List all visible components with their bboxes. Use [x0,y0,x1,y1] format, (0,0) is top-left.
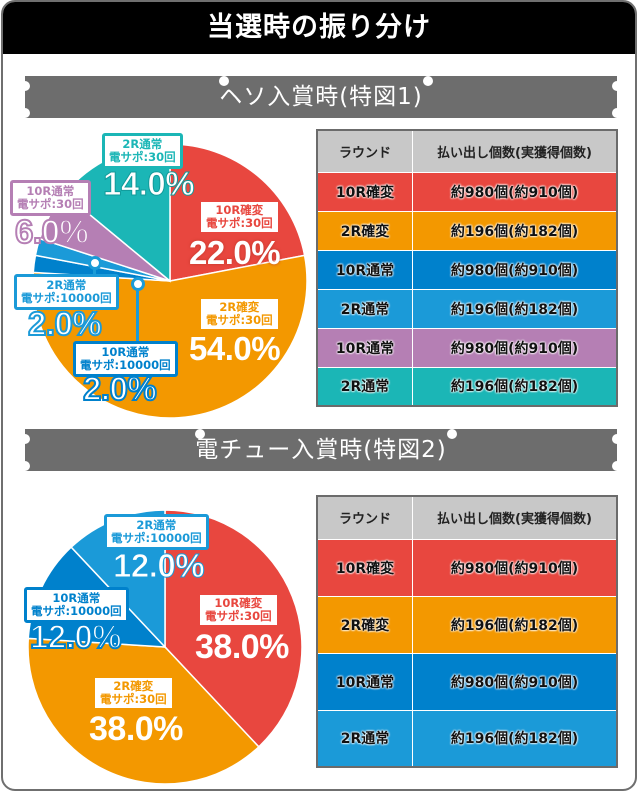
table-row: 10R通常 約980個(約910個) [316,249,618,290]
cell-round: 10R通常 [316,652,413,711]
cell-payout: 約196個(約182個) [412,210,618,251]
banner-notch [612,108,622,118]
section-title-denchu: 電チュー入賞時(特図2) [195,437,447,463]
slice-pct-10r-kakuhen-2: 38.0% [195,628,289,666]
table-row: 2R通常 約196個(約182個) [316,709,618,768]
col-header-payout: 払い出し個数(実獲得個数) [412,129,618,173]
cell-round: 10R確変 [316,171,413,212]
cell-round: 2R確変 [316,210,413,251]
table-row: 2R通常 約196個(約182個) [316,288,618,329]
leader-line [93,264,96,277]
slice-label-10r-tsujo-10000-2: 10R通常 電サポ:10000回 [24,587,129,623]
banner-notch [20,434,30,444]
slice-pct-2r-tsujo-30: 14.0% [102,165,195,203]
slice-pct-10r-tsujo-10000: 2.0% [82,369,158,408]
slice-label-2r-tsujo-10000-2: 2R通常 電サポ:10000回 [104,514,209,550]
section-banner-heso: ヘソ入賞時(特図1) [25,76,617,118]
slice-pct-10r-tsujo-30: 6.0% [14,212,90,251]
col-header-payout: 払い出し個数(実獲得個数) [412,495,618,540]
slice-label-10r-kakuhen-2: 10R確変 電サポ:30回 [200,595,277,625]
cell-payout: 約980個(約910個) [412,652,618,711]
banner-notch [20,108,30,118]
slice-label-10r-tsujo-10000: 10R通常 電サポ:10000回 [73,341,178,377]
cell-payout: 約196個(約182個) [412,709,618,768]
table-row: 10R確変 約980個(約910個) [316,171,618,212]
cell-payout: 約980個(約910個) [412,538,618,597]
cell-payout: 約196個(約182個) [412,366,618,407]
leader-line [136,285,139,345]
table-row: 2R確変 約196個(約182個) [316,595,618,654]
cell-round: 2R通常 [316,366,413,407]
slice-label-2r-tsujo-30: 2R通常 電サポ:30回 [102,133,183,169]
slice-pct-2r-tsujo-10000: 2.0% [27,304,103,343]
table-row: 10R通常 約980個(約910個) [316,652,618,711]
slice-pct-10r-kakuhen: 22.0% [189,234,281,271]
table-row: 2R確変 約196個(約182個) [316,210,618,251]
section-banner-denchu: 電チュー入賞時(特図2) [25,429,617,471]
cell-payout: 約980個(約910個) [412,327,618,368]
cell-round: 10R通常 [316,327,413,368]
slice-pct-2r-kakuhen-2: 38.0% [89,710,183,748]
banner-notch [20,81,30,91]
cell-payout: 約196個(約182個) [412,595,618,654]
col-header-round: ラウンド [316,129,413,173]
cell-round: 10R確変 [316,538,413,597]
banner-notch [612,434,622,444]
slice-label-2r-kakuhen: 2R確変 電サポ:30回 [201,299,278,329]
cell-round: 2R通常 [316,288,413,329]
page-title: 当選時の振り分け [3,2,635,54]
banner-notch [20,461,30,471]
pie-slice [27,637,260,785]
cell-payout: 約980個(約910個) [412,171,618,212]
section-title-heso: ヘソ入賞時(特図1) [219,84,423,110]
payout-table-heso: ラウンド 払い出し個数(実獲得個数) 10R確変 約980個(約910個) 2R確変… [316,129,618,407]
table-body: 10R確変 約980個(約910個) 2R確変 約196個(約182個) 10R通常 約9… [316,171,618,407]
slice-label-2r-kakuhen-2: 2R確変 電サポ:30回 [95,678,172,708]
cell-round: 2R確変 [316,595,413,654]
table-row: 10R確変 約980個(約910個) [316,538,618,597]
col-header-round: ラウンド [316,495,413,540]
table-row: 10R通常 約980個(約910個) [316,327,618,368]
slice-label-10r-kakuhen: 10R確変 電サポ:30回 [201,202,278,232]
payout-table-denchu: ラウンド 払い出し個数(実獲得個数) 10R確変 約980個(約910個) 2R確変… [316,495,618,768]
slice-pct-2r-tsujo-10000-2: 12.0% [112,547,205,585]
slice-pct-2r-kakuhen: 54.0% [189,330,281,367]
table-body: 10R確変 約980個(約910個) 2R確変 約196個(約182個) 10R通常 約9… [316,538,618,768]
table-row: 2R通常 約196個(約182個) [316,366,618,407]
leader-dot [88,256,102,270]
cell-payout: 約980個(約910個) [412,249,618,290]
banner-notch [612,461,622,471]
slice-label-10r-tsujo-30: 10R通常 電サポ:30回 [10,180,91,216]
slice-pct-10r-tsujo-10000-2: 12.0% [29,617,123,656]
cell-payout: 約196個(約182個) [412,288,618,329]
cell-round: 2R通常 [316,709,413,768]
leader-dot [131,277,145,291]
banner-notch [612,81,622,91]
slice-label-2r-tsujo-10000: 2R通常 電サポ:10000回 [14,274,119,310]
cell-round: 10R通常 [316,249,413,290]
